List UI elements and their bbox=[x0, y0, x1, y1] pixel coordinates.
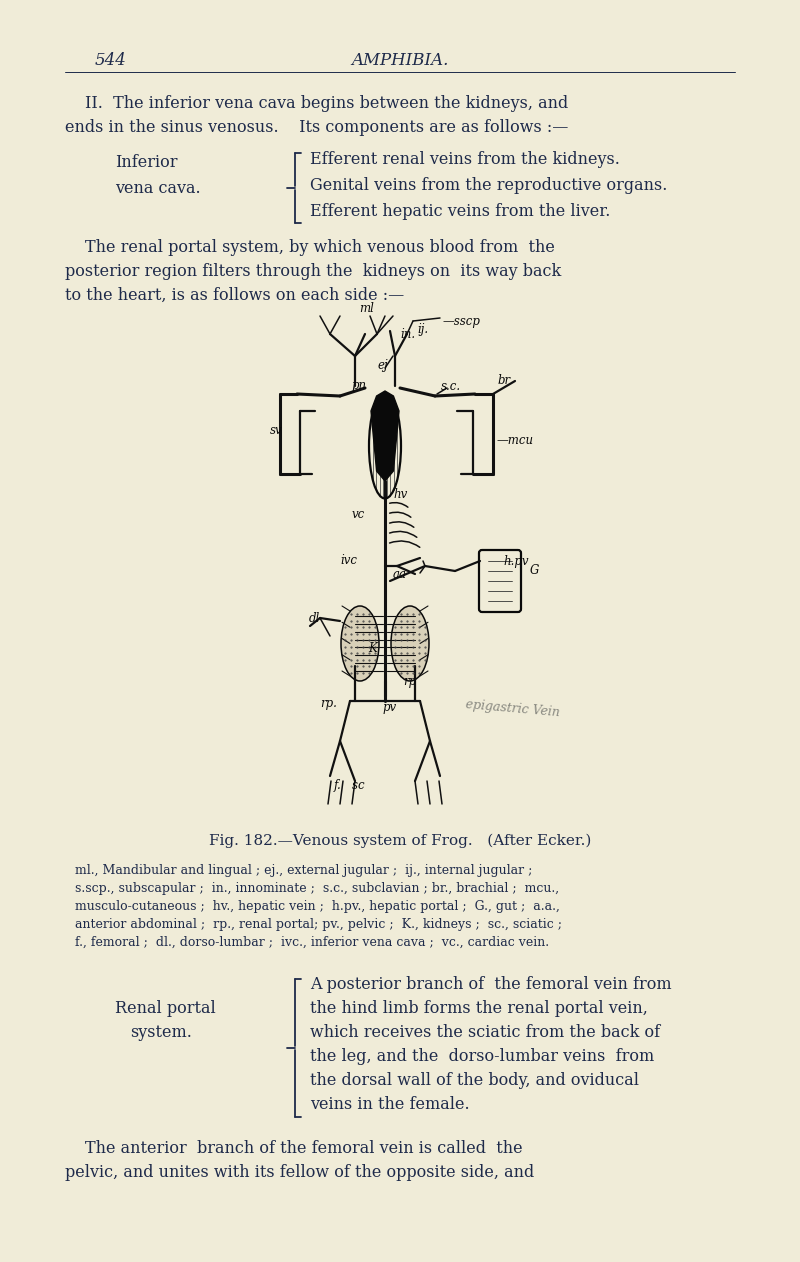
Text: veins in the female.: veins in the female. bbox=[310, 1095, 470, 1113]
Text: f.   sc: f. sc bbox=[334, 780, 366, 793]
Text: anterior abdominal ;  rp., renal portal; pv., pelvic ;  K., kidneys ;  sc., scia: anterior abdominal ; rp., renal portal; … bbox=[75, 917, 562, 931]
Text: The anterior  branch of the femoral vein is called  the: The anterior branch of the femoral vein … bbox=[85, 1140, 522, 1157]
Text: which receives the sciatic from the back of: which receives the sciatic from the back… bbox=[310, 1023, 660, 1041]
Text: —mcu: —mcu bbox=[497, 434, 534, 448]
Text: to the heart, is as follows on each side :—: to the heart, is as follows on each side… bbox=[65, 286, 404, 304]
Text: rp.: rp. bbox=[320, 698, 337, 711]
Text: Genital veins from the reproductive organs.: Genital veins from the reproductive orga… bbox=[310, 177, 667, 194]
Text: dl: dl bbox=[309, 612, 320, 625]
Text: Fig. 182.—Venous system of Frog.   (After Ecker.): Fig. 182.—Venous system of Frog. (After … bbox=[209, 834, 591, 848]
Text: hv: hv bbox=[393, 487, 407, 501]
Text: ij.: ij. bbox=[417, 323, 428, 336]
Text: pelvic, and unites with its fellow of the opposite side, and: pelvic, and unites with its fellow of th… bbox=[65, 1164, 534, 1181]
Text: posterior region filters through the  kidneys on  its way back: posterior region filters through the kid… bbox=[65, 262, 562, 280]
Text: —sscp: —sscp bbox=[443, 314, 481, 328]
Text: system.: system. bbox=[130, 1023, 192, 1041]
Text: ej: ej bbox=[378, 360, 388, 372]
Text: ml., Mandibular and lingual ; ej., external jugular ;  ij., internal jugular ;: ml., Mandibular and lingual ; ej., exter… bbox=[75, 864, 532, 877]
Text: s.c.: s.c. bbox=[441, 380, 461, 392]
Text: Efferent renal veins from the kidneys.: Efferent renal veins from the kidneys. bbox=[310, 151, 620, 168]
Text: vena cava.: vena cava. bbox=[115, 180, 201, 197]
Text: the leg, and the  dorso-lumbar veins  from: the leg, and the dorso-lumbar veins from bbox=[310, 1047, 654, 1065]
Text: II.  The inferior vena cava begins between the kidneys, and: II. The inferior vena cava begins betwee… bbox=[85, 95, 568, 112]
Text: The renal portal system, by which venous blood from  the: The renal portal system, by which venous… bbox=[85, 239, 555, 256]
Ellipse shape bbox=[391, 606, 429, 681]
Text: 544: 544 bbox=[95, 52, 127, 69]
Text: G: G bbox=[530, 564, 539, 578]
Text: sv: sv bbox=[270, 424, 282, 438]
Text: f., femoral ;  dl., dorso-lumbar ;  ivc., inferior vena cava ;  vc., cardiac vei: f., femoral ; dl., dorso-lumbar ; ivc., … bbox=[75, 936, 549, 949]
Text: the hind limb forms the renal portal vein,: the hind limb forms the renal portal vei… bbox=[310, 1000, 648, 1017]
Text: s.scp., subscapular ;  in., innominate ;  s.c., subclavian ; br., brachial ;  mc: s.scp., subscapular ; in., innominate ; … bbox=[75, 882, 559, 895]
Text: pv: pv bbox=[383, 702, 397, 714]
Text: Inferior: Inferior bbox=[115, 154, 178, 170]
Text: K: K bbox=[368, 641, 377, 655]
Text: rp: rp bbox=[403, 674, 416, 688]
Text: musculo-cutaneous ;  hv., hepatic vein ;  h.pv., hepatic portal ;  G., gut ;  a.: musculo-cutaneous ; hv., hepatic vein ; … bbox=[75, 900, 560, 912]
Text: Renal portal: Renal portal bbox=[115, 1000, 216, 1017]
Text: AMPHIBIA.: AMPHIBIA. bbox=[351, 52, 449, 69]
Text: pn: pn bbox=[352, 380, 367, 392]
Polygon shape bbox=[371, 391, 399, 481]
Text: h.pv: h.pv bbox=[503, 554, 529, 568]
Text: ivc: ivc bbox=[340, 554, 357, 568]
Ellipse shape bbox=[341, 606, 379, 681]
Text: vc: vc bbox=[352, 507, 365, 520]
Text: aa: aa bbox=[393, 568, 407, 581]
Text: the dorsal wall of the body, and oviducal: the dorsal wall of the body, and oviduca… bbox=[310, 1071, 639, 1089]
Text: A posterior branch of  the femoral vein from: A posterior branch of the femoral vein f… bbox=[310, 976, 672, 993]
Text: ml: ml bbox=[359, 302, 374, 314]
Text: br: br bbox=[497, 375, 510, 387]
Text: epigastric Vein: epigastric Vein bbox=[465, 698, 560, 719]
Text: ends in the sinus venosus.    Its components are as follows :—: ends in the sinus venosus. Its component… bbox=[65, 119, 568, 136]
Text: Efferent hepatic veins from the liver.: Efferent hepatic veins from the liver. bbox=[310, 203, 610, 220]
Text: in.: in. bbox=[400, 328, 415, 341]
